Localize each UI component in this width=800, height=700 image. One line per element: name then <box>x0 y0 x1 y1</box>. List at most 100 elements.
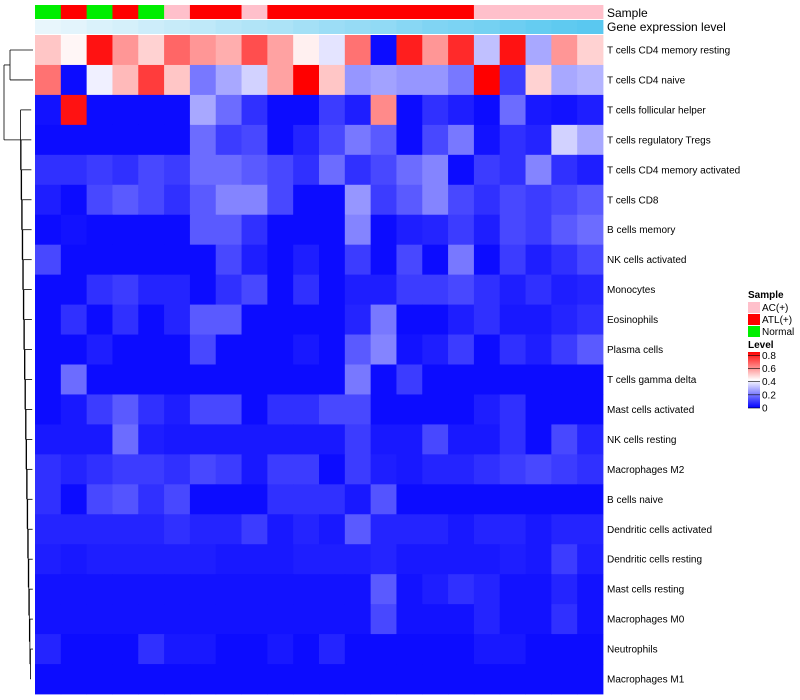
heatmap-cell <box>112 544 139 575</box>
heatmap-cell <box>525 214 552 246</box>
heatmap-cell <box>319 304 346 335</box>
heatmap-cell <box>370 214 397 246</box>
heatmap-cell <box>60 154 88 186</box>
heatmap-cell <box>241 574 268 605</box>
heatmap-cell <box>551 604 578 635</box>
heatmap-cell <box>164 334 191 365</box>
legend-swatch <box>748 302 760 313</box>
heatmap-cell <box>319 424 346 455</box>
heatmap-cell <box>499 424 526 455</box>
heatmap-cell <box>138 35 165 66</box>
heatmap-cell <box>293 244 320 276</box>
heatmap-cell <box>138 544 165 575</box>
heatmap-cell <box>86 484 113 515</box>
heatmap-cell <box>86 274 113 305</box>
row-label: T cells CD4 naive <box>607 75 686 86</box>
heatmap-cell <box>112 244 139 276</box>
heatmap-cell <box>551 35 578 66</box>
legend-swatch <box>748 314 760 325</box>
heatmap-cell <box>577 394 604 425</box>
sample-anno-cell <box>577 5 604 19</box>
heatmap-cell <box>164 304 191 335</box>
heatmap-cell <box>319 35 346 66</box>
legend-sample-label: ATL(+) <box>762 315 792 326</box>
heatmap-cells <box>35 35 604 695</box>
legend-tick-label: 0 <box>762 404 768 415</box>
heatmap-cell <box>138 244 165 276</box>
heatmap-cell <box>448 274 475 305</box>
row-label: B cells naive <box>607 495 664 506</box>
heatmap-cell <box>138 454 165 485</box>
heatmap-cell <box>344 244 372 276</box>
row-label: T cells follicular helper <box>607 105 706 116</box>
heatmap-cell <box>319 664 346 695</box>
heatmap-cell <box>344 184 372 216</box>
heatmap-cell <box>448 334 475 365</box>
heatmap-cell <box>35 394 62 425</box>
heatmap-cell <box>215 274 242 305</box>
gene-expression-anno-cell <box>35 20 62 34</box>
heatmap-cell <box>189 424 217 455</box>
heatmap-cell <box>164 394 191 425</box>
heatmap-cell <box>422 394 449 425</box>
heatmap-cell <box>189 154 217 186</box>
heatmap-cell <box>267 274 294 305</box>
heatmap-cell <box>112 64 139 96</box>
heatmap-cell <box>60 574 88 605</box>
row-label: Eosinophils <box>607 315 658 326</box>
heatmap-cell <box>473 424 501 455</box>
heatmap-cell <box>344 334 372 365</box>
heatmap-cell <box>267 35 294 66</box>
heatmap-cell <box>525 154 552 186</box>
heatmap-cell <box>319 244 346 276</box>
heatmap-cell <box>448 124 475 156</box>
gene-expression-track-label: Gene expression level <box>607 20 726 34</box>
heatmap-cell <box>267 334 294 365</box>
heatmap-cell <box>267 394 294 425</box>
heatmap-cell <box>473 184 501 216</box>
heatmap-cell <box>112 35 139 66</box>
heatmap-cell <box>422 94 449 126</box>
heatmap-cell <box>241 634 268 665</box>
heatmap-cell <box>577 304 604 335</box>
heatmap-cell <box>241 214 268 246</box>
heatmap-cell <box>422 64 449 96</box>
heatmap-cell <box>448 544 475 575</box>
heatmap-cell <box>422 424 449 455</box>
heatmap-cell <box>189 184 217 216</box>
row-label: B cells memory <box>607 225 675 236</box>
heatmap-cell <box>396 364 423 395</box>
heatmap-cell <box>164 574 191 605</box>
heatmap-cell <box>319 634 346 665</box>
sample-anno-cell <box>370 5 397 19</box>
heatmap-cell <box>35 454 62 485</box>
heatmap-cell <box>551 424 578 455</box>
heatmap-cell <box>241 244 268 276</box>
heatmap-cell <box>164 35 191 66</box>
heatmap-cell <box>344 154 372 186</box>
heatmap-cell <box>267 184 294 216</box>
heatmap-cell <box>370 154 397 186</box>
heatmap-cell <box>577 664 604 695</box>
heatmap-cell <box>396 124 423 156</box>
heatmap-cell <box>189 364 217 395</box>
heatmap-cell <box>370 514 397 545</box>
heatmap-cell <box>344 214 372 246</box>
heatmap-cell <box>138 394 165 425</box>
heatmap-cell <box>60 334 88 365</box>
heatmap-cell <box>267 454 294 485</box>
gene-expression-anno-cell <box>293 20 320 34</box>
heatmap-cell <box>551 64 578 96</box>
heatmap-cell <box>112 94 139 126</box>
heatmap-cell <box>241 454 268 485</box>
heatmap-cell <box>164 424 191 455</box>
heatmap-cell <box>370 364 397 395</box>
heatmap-cell <box>86 94 113 126</box>
heatmap-cell <box>86 514 113 545</box>
heatmap-cell <box>577 154 604 186</box>
heatmap-cell <box>473 454 501 485</box>
heatmap-cell <box>525 184 552 216</box>
heatmap-cell <box>577 64 604 96</box>
row-label: Monocytes <box>607 285 655 296</box>
